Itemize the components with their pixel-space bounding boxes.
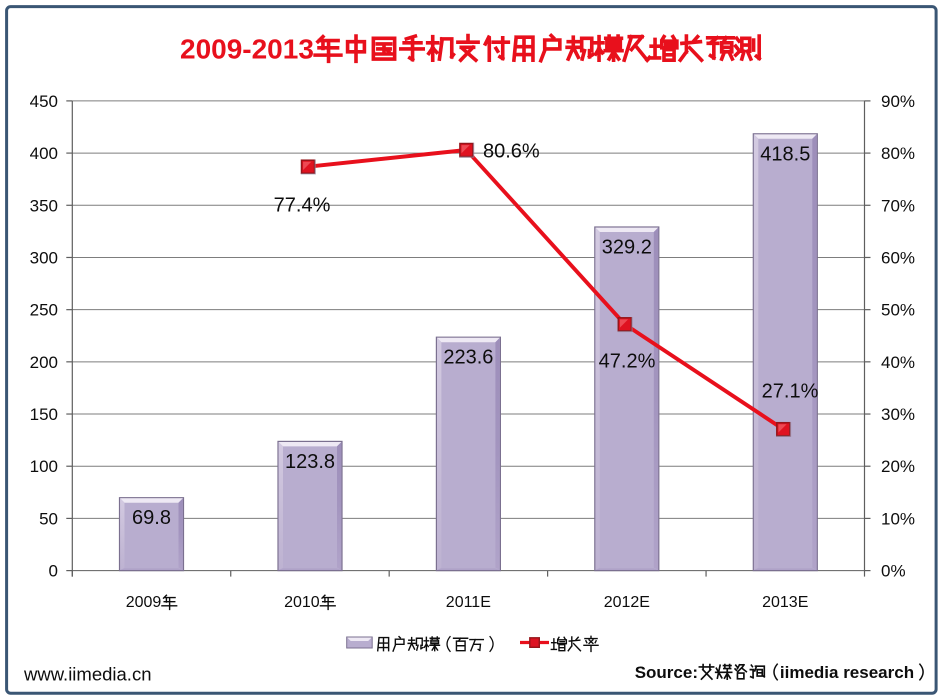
svg-text:50%: 50% (881, 301, 915, 320)
svg-text:100: 100 (30, 457, 58, 476)
svg-text:30%: 30% (881, 405, 915, 424)
svg-text:350: 350 (30, 196, 58, 215)
svg-text:80%: 80% (881, 144, 915, 163)
svg-text:2009: 2009 (126, 594, 162, 611)
svg-text:50: 50 (39, 509, 58, 528)
svg-text:0%: 0% (881, 562, 906, 581)
svg-text:123.8: 123.8 (285, 451, 335, 473)
svg-text:2010: 2010 (284, 594, 320, 611)
svg-text:90%: 90% (881, 92, 915, 111)
svg-text:2011E: 2011E (446, 594, 491, 611)
svg-text:150: 150 (30, 405, 58, 424)
svg-text:Source:: Source: (635, 663, 698, 682)
svg-text:450: 450 (30, 92, 58, 111)
svg-text:69.8: 69.8 (132, 507, 171, 529)
svg-text:300: 300 (30, 249, 58, 268)
svg-text:418.5: 418.5 (760, 143, 810, 165)
svg-text:20%: 20% (881, 457, 915, 476)
svg-text:40%: 40% (881, 353, 915, 372)
svg-text:77.4%: 77.4% (274, 195, 331, 217)
svg-text:0: 0 (49, 562, 58, 581)
svg-text:2012E: 2012E (604, 594, 650, 611)
svg-text:223.6: 223.6 (443, 347, 493, 369)
svg-text:80.6%: 80.6% (483, 141, 540, 163)
svg-text:47.2%: 47.2% (599, 351, 656, 373)
svg-text:2009-2013: 2009-2013 (180, 33, 314, 64)
svg-text:70%: 70% (881, 196, 915, 215)
svg-text:329.2: 329.2 (602, 237, 652, 259)
svg-text:www.iimedia.cn: www.iimedia.cn (23, 664, 152, 685)
svg-text:250: 250 (30, 301, 58, 320)
svg-text:200: 200 (30, 353, 58, 372)
svg-text:60%: 60% (881, 249, 915, 268)
svg-text:400: 400 (30, 144, 58, 163)
svg-text:27.1%: 27.1% (762, 381, 819, 403)
svg-text:iimedia research: iimedia research (780, 663, 914, 682)
svg-text:10%: 10% (881, 509, 915, 528)
svg-text:2013E: 2013E (762, 594, 808, 611)
